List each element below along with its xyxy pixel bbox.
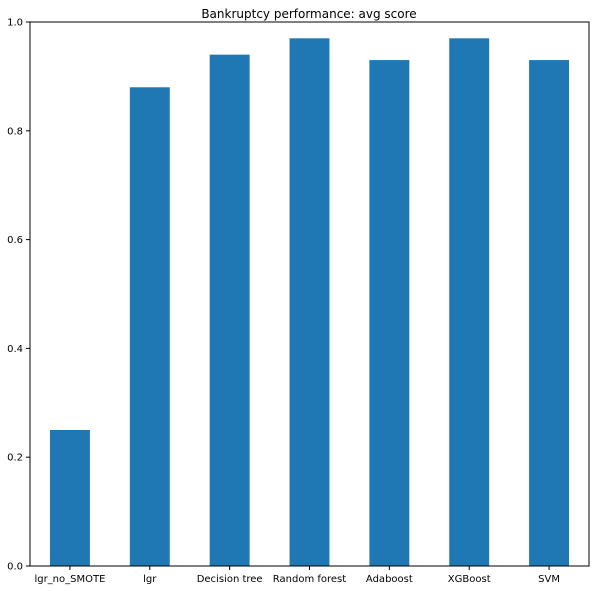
x-tick-label-3: Random forest — [273, 574, 346, 585]
y-tick-label-2: 0.4 — [7, 344, 23, 355]
bar-5 — [449, 38, 490, 566]
bar-6 — [529, 60, 570, 567]
bar-2 — [209, 54, 250, 566]
x-tick-label-6: SVM — [538, 574, 560, 585]
bar-4 — [369, 60, 410, 567]
x-tick-label-5: XGBoost — [448, 574, 491, 585]
y-tick-label-0: 0.0 — [7, 562, 23, 573]
bar-1 — [129, 87, 170, 566]
bar-3 — [289, 38, 330, 566]
x-tick-label-0: lgr_no_SMOTE — [34, 574, 105, 585]
y-axis: 0.0 0.2 0.4 0.6 0.8 1.0 — [7, 18, 30, 573]
y-tick-label-5: 1.0 — [7, 18, 23, 29]
y-tick-label-1: 0.2 — [7, 453, 23, 464]
x-tick-label-4: Adaboost — [366, 574, 413, 585]
y-tick-label-4: 0.8 — [7, 126, 23, 137]
chart-title: Bankruptcy performance: avg score — [201, 7, 416, 21]
y-tick-label-3: 0.6 — [7, 235, 23, 246]
x-axis: lgr_no_SMOTE lgr Decision tree Random fores… — [34, 566, 560, 585]
x-tick-label-1: lgr — [143, 574, 157, 585]
x-tick-label-2: Decision tree — [197, 574, 263, 585]
plot-frame — [29, 21, 590, 567]
bars-layer — [49, 38, 570, 567]
bar-0 — [49, 430, 90, 566]
